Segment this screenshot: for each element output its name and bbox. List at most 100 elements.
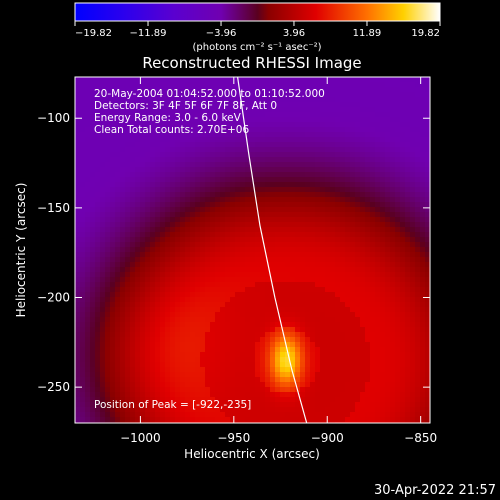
heatmap-cell [215,342,221,348]
heatmap-cell [205,152,211,158]
heatmap-cell [325,142,331,148]
heatmap-cell [125,232,131,238]
heatmap-cell [375,292,381,298]
heatmap-cell [120,282,126,288]
heatmap-cell [375,177,381,183]
heatmap-cell [415,352,421,358]
heatmap-cell [360,387,366,393]
heatmap-cell [110,382,116,388]
heatmap-cell [355,402,361,408]
heatmap-cell [230,337,236,343]
heatmap-cell [155,107,161,113]
heatmap-cell [180,312,186,318]
heatmap-cell [255,337,261,343]
heatmap-cell [320,187,326,193]
heatmap-cell [100,212,106,218]
heatmap-cell [220,92,226,98]
heatmap-cell [200,167,206,173]
heatmap-cell [140,157,146,163]
heatmap-cell [210,247,216,253]
heatmap-cell [160,227,166,233]
heatmap-cell [185,242,191,248]
heatmap-cell [370,337,376,343]
heatmap-cell [165,407,171,413]
heatmap-cell [165,332,171,338]
heatmap-cell [105,162,111,168]
heatmap-cell [355,212,361,218]
heatmap-cell [220,337,226,343]
heatmap-cell [395,337,401,343]
heatmap-cell [335,327,341,333]
heatmap-cell [370,342,376,348]
heatmap-cell [180,237,186,243]
heatmap-cell [310,187,316,193]
heatmap-cell [115,112,121,118]
heatmap-cell [305,232,311,238]
heatmap-cell [300,152,306,158]
heatmap-cell [165,142,171,148]
heatmap-cell [425,272,430,278]
heatmap-cell [420,347,426,353]
heatmap-cell [345,92,351,98]
heatmap-cell [270,157,276,163]
heatmap-cell [375,122,381,128]
heatmap-cell [300,117,306,123]
heatmap-cell [375,137,381,143]
heatmap-cell [140,332,146,338]
heatmap-cell [110,387,116,393]
heatmap-cell [160,167,166,173]
heatmap-cell [180,307,186,313]
heatmap-cell [285,182,291,188]
heatmap-cell [325,222,331,228]
heatmap-cell [125,377,131,383]
heatmap-cell [355,272,361,278]
heatmap-cell [80,282,86,288]
heatmap-cell [185,137,191,143]
heatmap-cell [295,402,301,408]
heatmap-cell [280,177,286,183]
heatmap-cell [175,412,181,418]
heatmap-cell [315,377,321,383]
heatmap-cell [335,317,341,323]
heatmap-cell [130,397,136,403]
heatmap-cell [190,207,196,213]
heatmap-cell [425,182,430,188]
heatmap-cell [305,407,311,413]
heatmap-cell [255,412,261,418]
x-tick-label: −900 [311,431,344,445]
heatmap-cell [90,352,96,358]
heatmap-cell [150,92,156,98]
heatmap-cell [360,287,366,293]
heatmap-cell [345,322,351,328]
heatmap-cell [260,167,266,173]
heatmap-cell [390,237,396,243]
heatmap-cell [385,167,391,173]
heatmap-cell [185,412,191,418]
heatmap-cell [115,177,121,183]
heatmap-cell [180,252,186,258]
heatmap-cell [335,257,341,263]
heatmap-cell [295,297,301,303]
heatmap-cell [360,187,366,193]
heatmap-cell [385,137,391,143]
heatmap-cell [385,152,391,158]
heatmap-cell [335,402,341,408]
heatmap-cell [145,312,151,318]
heatmap-cell [380,362,386,368]
heatmap-cell [315,347,321,353]
heatmap-cell [255,147,261,153]
heatmap-cell [350,307,356,313]
heatmap-cell [395,277,401,283]
heatmap-cell [285,77,291,83]
heatmap-cell [135,282,141,288]
heatmap-cell [155,342,161,348]
heatmap-cell [220,127,226,133]
heatmap-cell [305,117,311,123]
heatmap-cell [210,302,216,308]
heatmap-cell [365,177,371,183]
heatmap-cell [420,127,426,133]
heatmap-cell [320,417,326,423]
heatmap-cell [150,227,156,233]
heatmap-cell [250,342,256,348]
heatmap-cell [195,97,201,103]
